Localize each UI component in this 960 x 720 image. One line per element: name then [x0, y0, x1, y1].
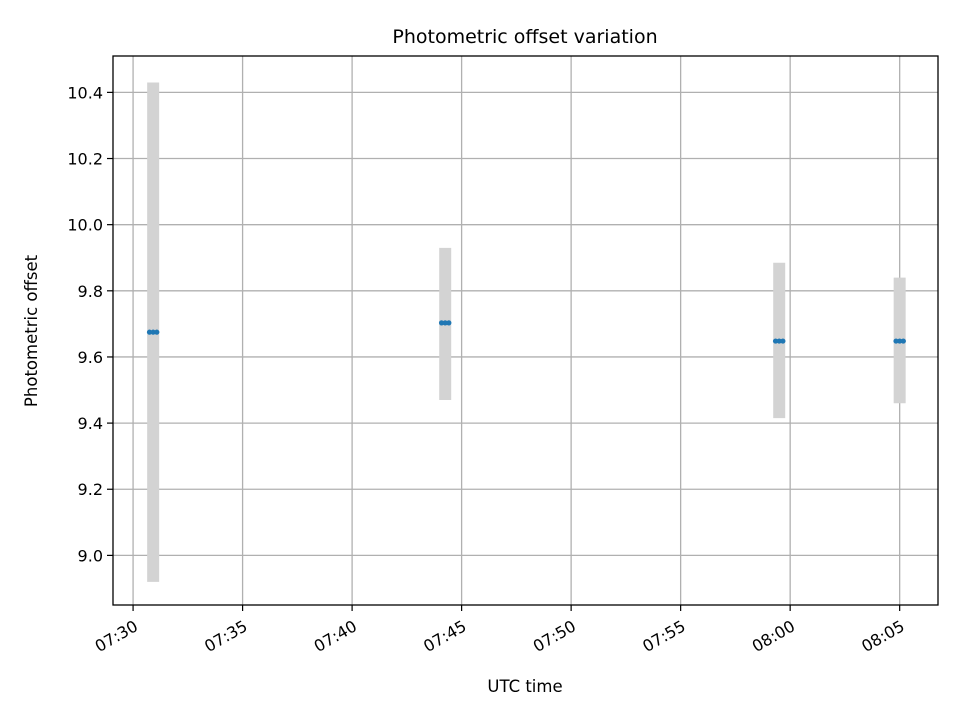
- y-axis-ticks: 9.0 9.2 9.4 9.6 9.8 10.0 10.2 10.4: [67, 83, 113, 565]
- x-tick-label: 08:00: [749, 616, 798, 656]
- data-point: [776, 338, 782, 344]
- data-point: [442, 320, 448, 326]
- y-tick-label: 9.2: [78, 480, 103, 499]
- data-point: [146, 329, 153, 335]
- y-tick-label: 10.0: [67, 216, 103, 235]
- data-point: [893, 338, 899, 344]
- data-point: [154, 329, 160, 335]
- x-tick-label: 07:40: [311, 616, 360, 656]
- x-tick-label: 07:55: [639, 616, 688, 656]
- data-points: [146, 320, 906, 344]
- x-axis-ticks: 07:30 07:35 07:40 07:45 07:50 07:55 08:00 08:05: [92, 605, 908, 656]
- y-tick-label: 9.6: [78, 348, 103, 367]
- y-tick-label: 10.4: [67, 83, 103, 102]
- data-point: [438, 320, 445, 326]
- data-point: [772, 338, 779, 344]
- chart-title: Photometric offset variation: [392, 26, 657, 48]
- data-point: [897, 338, 903, 344]
- y-tick-label: 10.2: [67, 150, 103, 169]
- x-tick-label: 07:30: [92, 616, 141, 656]
- error-bars: [147, 82, 906, 582]
- y-axis-label: Photometric offset: [22, 254, 41, 407]
- y-tick-label: 9.8: [78, 282, 103, 301]
- x-tick-label: 07:45: [420, 616, 469, 656]
- x-tick-label: 08:05: [858, 616, 907, 656]
- y-tick-label: 9.0: [78, 546, 103, 565]
- x-tick-label: 07:50: [530, 616, 579, 656]
- x-tick-label: 07:35: [201, 616, 250, 656]
- data-point: [900, 338, 906, 344]
- grid: [113, 56, 938, 605]
- data-point: [446, 320, 452, 326]
- data-point: [150, 329, 156, 335]
- data-point: [780, 338, 786, 344]
- plot-frame: [112, 55, 939, 606]
- x-axis-label: UTC time: [487, 677, 562, 696]
- y-tick-label: 9.4: [78, 414, 103, 433]
